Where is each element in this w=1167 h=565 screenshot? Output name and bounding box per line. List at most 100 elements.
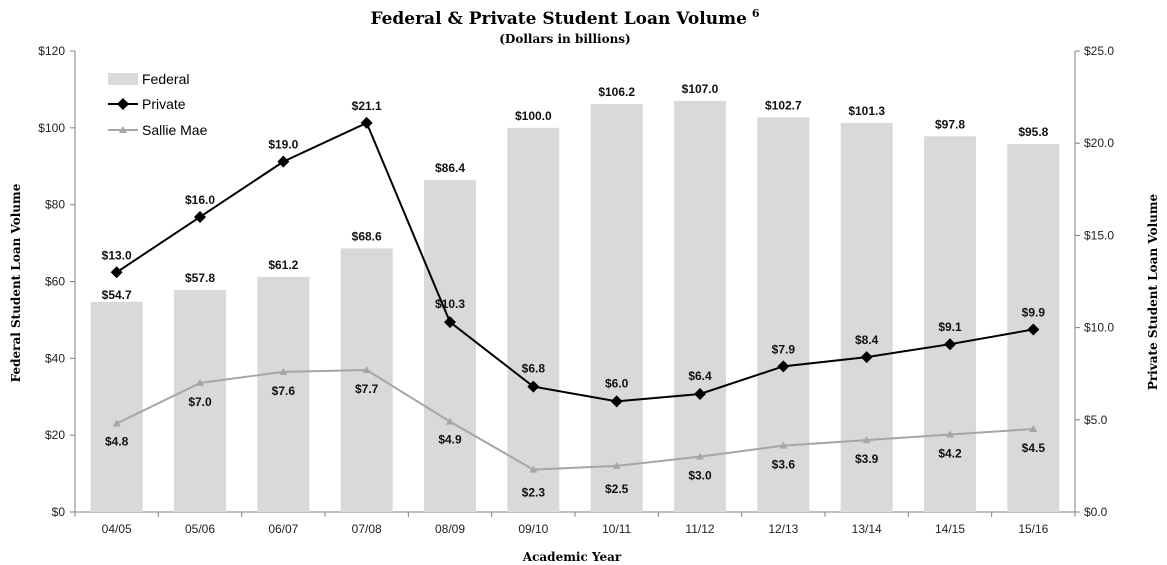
x-tick-label: 13/14 bbox=[852, 522, 882, 536]
federal-data-label: $102.7 bbox=[765, 98, 802, 112]
sallie-mae-point bbox=[362, 366, 371, 374]
private-data-label: $6.0 bbox=[605, 376, 629, 390]
sallie-mae-data-label: $3.9 bbox=[855, 452, 879, 466]
private-data-label: $8.4 bbox=[855, 333, 879, 347]
chart-title-superscript: 6 bbox=[752, 7, 760, 20]
federal-bar bbox=[590, 104, 643, 512]
private-point bbox=[777, 360, 790, 373]
sallie-mae-point bbox=[779, 441, 788, 449]
federal-data-label: $100.0 bbox=[515, 109, 552, 123]
sallie-mae-line bbox=[116, 369, 1034, 471]
x-axis-title: Academic Year bbox=[522, 550, 622, 564]
sallie-mae-data-label: $7.0 bbox=[188, 395, 212, 409]
y-tick-label: $60 bbox=[45, 275, 65, 289]
x-tick-label: 07/08 bbox=[352, 522, 382, 536]
private-data-label: $13.0 bbox=[102, 248, 132, 262]
private-data-label: $6.8 bbox=[522, 362, 546, 376]
federal-data-label: $101.3 bbox=[848, 104, 885, 118]
legend-private-marker bbox=[117, 98, 129, 110]
federal-bar bbox=[840, 122, 893, 512]
y2-tick-label: $0.0 bbox=[1084, 505, 1108, 519]
federal-data-label: $57.8 bbox=[185, 271, 215, 285]
sallie-mae-point bbox=[112, 419, 121, 427]
y-tick-label: $0 bbox=[52, 505, 66, 519]
federal-data-label: $97.8 bbox=[935, 117, 965, 131]
federal-bar bbox=[757, 117, 810, 513]
sallie-mae-point bbox=[612, 461, 621, 469]
federal-data-label: $86.4 bbox=[435, 161, 465, 175]
federal-data-label: $61.2 bbox=[268, 258, 298, 272]
federal-bar bbox=[90, 301, 143, 512]
private-data-label: $10.3 bbox=[435, 297, 465, 311]
federal-bar bbox=[507, 127, 560, 512]
private-point bbox=[944, 338, 956, 351]
private-data-label: $16.0 bbox=[185, 193, 215, 207]
sallie-mae-point bbox=[196, 378, 204, 386]
private-line bbox=[116, 121, 1034, 403]
legend-federal-label: Federal bbox=[142, 71, 189, 87]
private-data-label: $6.4 bbox=[688, 369, 712, 383]
y2-tick-label: $25.0 bbox=[1084, 44, 1114, 58]
x-tick-label: 04/05 bbox=[102, 522, 132, 536]
x-tick-label: 14/15 bbox=[935, 522, 965, 536]
sallie-mae-point bbox=[529, 465, 538, 473]
sallie-mae-data-label: $2.5 bbox=[605, 482, 629, 496]
chart-title: Federal & Private Student Loan Volume 6 bbox=[370, 7, 759, 29]
sallie-mae-data-label: $7.7 bbox=[355, 382, 379, 396]
x-tick-label: 05/06 bbox=[185, 522, 215, 536]
sallie-mae-data-label: $4.8 bbox=[105, 434, 129, 448]
federal-data-label: $95.8 bbox=[1018, 125, 1048, 139]
legend-private-label: Private bbox=[142, 96, 186, 112]
x-tick-label: 10/11 bbox=[602, 522, 631, 536]
y-tick-label: $40 bbox=[45, 351, 65, 365]
y-tick-label: $80 bbox=[45, 198, 65, 212]
sallie-mae-data-label: $2.3 bbox=[522, 486, 546, 500]
sallie-mae-point bbox=[1029, 425, 1038, 433]
federal-data-label: $54.7 bbox=[102, 288, 132, 302]
y-tick-label: $20 bbox=[45, 428, 65, 442]
private-point bbox=[444, 316, 456, 329]
y-tick-label: $100 bbox=[38, 121, 65, 135]
sallie-mae-point bbox=[862, 436, 871, 444]
private-data-label: $21.1 bbox=[352, 99, 382, 113]
private-point bbox=[610, 395, 623, 408]
legend-sallie-mae-marker bbox=[119, 126, 127, 133]
y2-tick-label: $20.0 bbox=[1084, 136, 1114, 150]
y2-tick-label: $10.0 bbox=[1084, 321, 1114, 335]
federal-bar bbox=[674, 100, 726, 513]
plot-area: $0 $20 $40 $60 $80 $100 $120 $0.0 $5.0 $10.0 $15.0… bbox=[38, 44, 1114, 536]
private-point bbox=[194, 210, 206, 223]
private-data-label: $9.9 bbox=[1022, 305, 1046, 319]
y2-tick-label: $5.0 bbox=[1084, 413, 1108, 427]
chart-subtitle: (Dollars in billions) bbox=[499, 32, 630, 46]
y-axis-title: Federal Student Loan Volume bbox=[9, 183, 23, 382]
private-data-label: $7.9 bbox=[772, 342, 796, 356]
sallie-mae-point bbox=[446, 417, 454, 425]
sallie-mae-point bbox=[696, 452, 704, 460]
chart-title-text: Federal & Private Student Loan Volume bbox=[370, 9, 747, 29]
sallie-mae-data-label: $4.2 bbox=[938, 447, 962, 461]
private-point bbox=[360, 116, 373, 129]
legend-sallie-mae-label: Sallie Mae bbox=[142, 122, 208, 138]
sallie-mae-data-label: $3.6 bbox=[772, 458, 796, 472]
x-tick-label: 08/09 bbox=[435, 522, 465, 536]
x-tick-label: 09/10 bbox=[518, 522, 548, 536]
x-tick-label: 06/07 bbox=[268, 522, 298, 536]
private-point bbox=[110, 266, 123, 279]
y2-axis-title: Private Student Loan Volume bbox=[1146, 193, 1160, 390]
sallie-mae-point bbox=[946, 430, 954, 438]
private-point bbox=[694, 387, 706, 400]
federal-bar bbox=[424, 180, 476, 512]
y2-tick-label: $15.0 bbox=[1084, 228, 1114, 242]
federal-data-label: $106.2 bbox=[598, 85, 635, 99]
private-point bbox=[1027, 323, 1040, 336]
sallie-mae-data-label: $3.0 bbox=[688, 469, 712, 483]
sallie-mae-point bbox=[279, 367, 288, 375]
x-tick-label: 12/13 bbox=[768, 522, 798, 536]
federal-bar bbox=[924, 136, 976, 512]
private-point bbox=[527, 380, 540, 393]
federal-bar bbox=[257, 276, 310, 512]
x-tick-label: 11/12 bbox=[685, 522, 714, 536]
federal-data-label: $68.6 bbox=[352, 229, 382, 243]
